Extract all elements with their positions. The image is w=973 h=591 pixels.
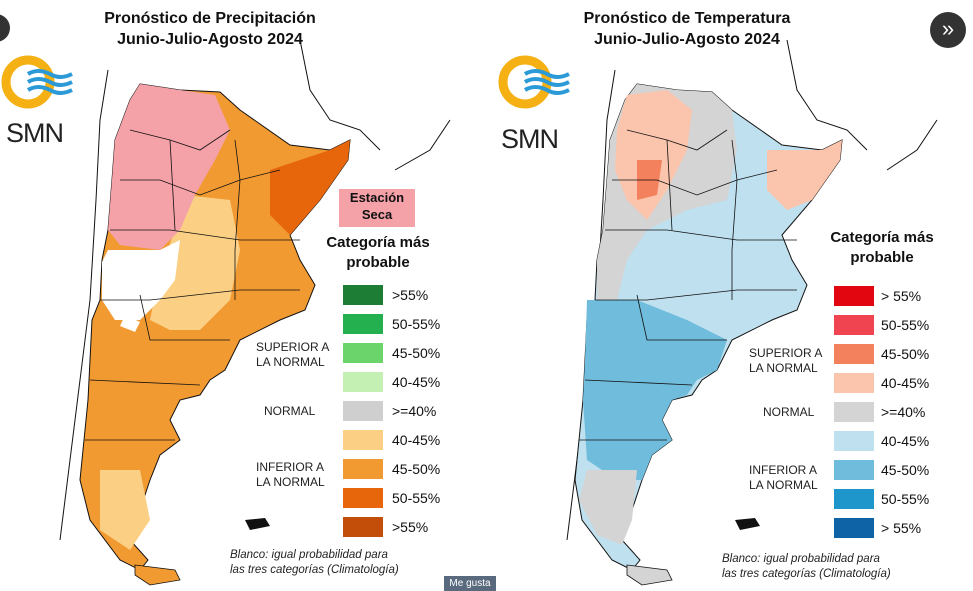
precip-legend-label-3: 40-45% — [392, 374, 441, 390]
temp-legend-label-7: 50-55% — [881, 491, 930, 507]
precip-swatch-1 — [343, 314, 383, 334]
precip-legend-label-7: 50-55% — [392, 490, 441, 506]
precip-legend-title: Categoría más probable — [326, 234, 430, 271]
temp-title: Pronóstico de Temperatura Junio-Julio-Ag… — [583, 10, 791, 48]
temp-swatch-5 — [834, 431, 874, 451]
double-chevron-right-icon: » — [941, 16, 955, 41]
temp-swatch-1 — [834, 315, 874, 335]
temp-group-normal: NORMAL — [763, 405, 815, 419]
smn-logo-text-2: SMN — [501, 124, 559, 154]
temp-group-inferior: INFERIOR A LA NORMAL — [749, 463, 818, 492]
precip-group-inferior: INFERIOR A LA NORMAL — [256, 460, 325, 489]
precip-swatch-8 — [343, 517, 383, 537]
temp-swatch-6 — [834, 460, 874, 480]
precip-swatch-6 — [343, 459, 383, 479]
temp-swatch-8 — [834, 518, 874, 538]
temp-legend-title: Categoría más probable — [830, 229, 934, 266]
temp-swatch-4 — [834, 402, 874, 422]
temp-legend-label-3: 40-45% — [881, 375, 930, 391]
temp-swatch-2 — [834, 344, 874, 364]
precip-legend-label-5: 40-45% — [392, 432, 441, 448]
smn-logo-icon-2 — [498, 55, 570, 109]
precip-swatch-7 — [343, 488, 383, 508]
prev-slide-button[interactable] — [0, 14, 10, 42]
temp-legend-label-5: 40-45% — [881, 433, 930, 449]
precip-group-superior: SUPERIOR A LA NORMAL — [256, 340, 330, 369]
precip-swatch-0 — [343, 285, 383, 305]
precip-swatch-5 — [343, 430, 383, 450]
temp-swatch-3 — [834, 373, 874, 393]
precip-swatch-3 — [343, 372, 383, 392]
temp-legend-label-6: 45-50% — [881, 462, 930, 478]
temp-swatch-7 — [834, 489, 874, 509]
precip-swatch-4 — [343, 401, 383, 421]
precip-legend-label-4: >=40% — [392, 403, 437, 419]
next-slide-button[interactable]: » — [930, 12, 966, 48]
temp-legend-label-4: >=40% — [881, 404, 926, 420]
precip-map — [59, 39, 451, 586]
precip-group-normal: NORMAL — [264, 404, 316, 418]
temp-group-superior: SUPERIOR A LA NORMAL — [749, 346, 823, 375]
precipitation-panel: Pronóstico de Precipitación Junio-Julio-… — [0, 0, 486, 591]
temp-legend-label-1: 50-55% — [881, 317, 930, 333]
precip-legend-label-0: >55% — [392, 287, 429, 303]
temp-swatch-0 — [834, 286, 874, 306]
temp-legend-label-8: > 55% — [881, 520, 922, 536]
precip-legend-label-1: 50-55% — [392, 316, 441, 332]
temperature-panel: Pronóstico de Temperatura Junio-Julio-Ag… — [487, 0, 973, 591]
temp-legend-label-2: 45-50% — [881, 346, 930, 362]
temp-legend-label-0: > 55% — [881, 288, 922, 304]
like-button[interactable]: Me gusta — [444, 576, 496, 591]
estacion-seca-label: Estación Seca — [339, 189, 415, 227]
smn-logo-text: SMN — [6, 118, 64, 148]
temp-map — [566, 39, 938, 586]
smn-logo-icon — [1, 55, 73, 109]
precip-title: Pronóstico de Precipitación Junio-Julio-… — [104, 10, 316, 48]
precip-legend-label-8: >55% — [392, 519, 429, 535]
temp-note: Blanco: igual probabilidad para las tres… — [722, 553, 891, 580]
precip-swatch-2 — [343, 343, 383, 363]
precip-note: Blanco: igual probabilidad para las tres… — [230, 549, 399, 576]
precip-legend-label-2: 45-50% — [392, 345, 441, 361]
precip-legend-label-6: 45-50% — [392, 461, 441, 477]
